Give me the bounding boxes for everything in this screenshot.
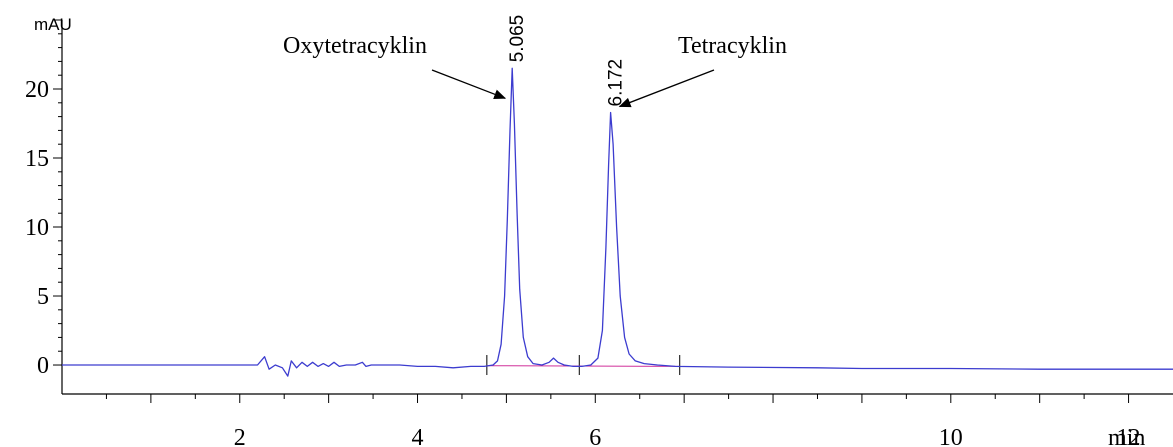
y-tick-label: 5 xyxy=(37,284,49,310)
y-tick-labels: 0 5 10 15 20 xyxy=(25,77,49,379)
x-tick-label: 12 xyxy=(1117,425,1141,447)
x-tick-label: 10 xyxy=(939,425,963,447)
annotation-oxytetracyklin: Oxytetracyklin xyxy=(283,33,427,59)
y-tick-label: 10 xyxy=(25,215,49,241)
x-axis-label: min xyxy=(1108,425,1145,447)
peak-labels: 5.065 6.172 xyxy=(507,15,626,107)
y-tick-label: 15 xyxy=(25,146,49,172)
arrow-oxytetracyklin xyxy=(431,69,507,99)
chromatogram-trace xyxy=(62,67,1173,377)
peak-retention-label: 5.065 xyxy=(507,15,528,63)
compound-annotations: Oxytetracyklin Tetracyklin xyxy=(283,33,787,108)
y-tick-label: 20 xyxy=(25,77,49,103)
integration-markers xyxy=(486,355,681,376)
annotation-tetracyklin: Tetracyklin xyxy=(678,33,787,59)
x-tick-label: 6 xyxy=(589,425,601,447)
peak-retention-label: 6.172 xyxy=(606,59,627,107)
axis-ticks xyxy=(53,19,1130,403)
y-axis-label: mAU xyxy=(34,15,72,34)
x-tick-labels: 2 4 6 10 12 xyxy=(234,425,1141,447)
x-tick-label: 2 xyxy=(234,425,246,447)
y-tick-label: 0 xyxy=(37,353,49,379)
x-tick-label: 4 xyxy=(412,425,424,447)
arrow-tetracyklin xyxy=(618,69,715,108)
